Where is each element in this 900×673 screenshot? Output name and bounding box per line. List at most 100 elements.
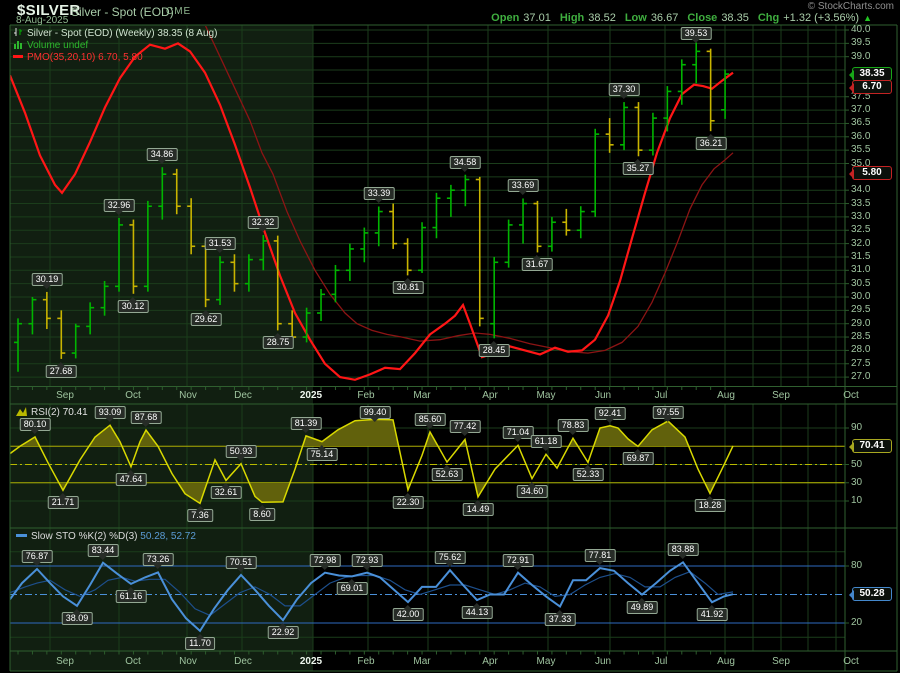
price-label-28.45: 28.45 [478,341,510,357]
month-label-2025: 2025 [299,390,323,401]
y-axis-label: 40.0 [851,24,871,35]
quote-row: Open 37.01 High 38.52 Low 36.67 Close 38.35 Chg +… [482,12,872,24]
rsi-axis-label: 30 [851,477,863,488]
rsi-legend-value: 70.41 [62,407,88,418]
month-label-bottom-nov: Nov [179,656,197,667]
price-label-34.86: 34.86 [146,148,178,164]
month-label-bottom-2025: 2025 [299,656,323,667]
rsi-label-52.63: 52.63 [431,465,463,481]
month-label-bottom-oct: Oct [125,656,141,667]
price-label-31.67: 31.67 [521,255,553,271]
chart-date: 8-Aug-2025 [16,15,69,26]
sto-label-42.00: 42.00 [392,605,424,621]
rsi-label-99.40: 99.40 [359,406,391,422]
rsi-label-85.60: 85.60 [414,413,446,429]
month-label-bottom-sep: Sep [56,656,74,667]
rsi-label-32.61: 32.61 [210,483,242,499]
rsi-label-50.93: 50.93 [225,445,257,461]
sto-label-69.01: 69.01 [336,579,368,595]
month-label-bottom-mar: Mar [413,656,431,667]
rsi-label-69.87: 69.87 [622,449,654,465]
sto-label-75.62: 75.62 [434,551,466,567]
sto-label-76.87: 76.87 [21,550,53,566]
price-label-35.27: 35.27 [622,159,654,175]
sto-label-73.26: 73.26 [142,553,174,569]
axis-badge-70.41: 70.41 [849,439,892,453]
sto-legend-value: 50.28, 52.72 [140,531,196,542]
price-label-39.53: 39.53 [680,27,712,43]
price-label-34.58: 34.58 [449,156,481,172]
quote-high-value: 38.52 [588,12,616,24]
quote-open-value: 37.01 [523,12,551,24]
y-axis-label: 33.0 [851,211,871,222]
price-label-32.32: 32.32 [247,216,279,232]
rsi-axis-label: 90 [851,422,863,433]
rsi-label-22.30: 22.30 [392,493,424,509]
month-label-oct: Oct [843,390,859,401]
symbol-ticker: $SILVER [17,2,81,19]
sto-label-72.93: 72.93 [351,554,383,570]
y-axis-label: 28.5 [851,331,871,342]
rsi-label-97.55: 97.55 [652,406,684,422]
y-axis-label: 32.5 [851,224,871,235]
sto-label-41.92: 41.92 [696,605,728,621]
y-axis-label: 35.5 [851,144,871,155]
month-label-oct: Oct [125,390,141,401]
month-label-may: May [536,390,556,401]
month-label-nov: Nov [179,390,197,401]
month-label-bottom-may: May [536,656,556,667]
month-label-jun: Jun [594,390,612,401]
quote-high-label: High [559,12,585,24]
sto-label-61.16: 61.16 [115,587,147,603]
sto-label-11.70: 11.70 [185,634,215,650]
rsi-legend-row: RSI(2) 70.41 [16,407,88,419]
y-axis-label: 31.5 [851,251,871,262]
month-label-dec: Dec [234,390,252,401]
sto-label-72.98: 72.98 [309,554,341,570]
price-label-31.53: 31.53 [204,237,236,253]
pmo-line-icon [13,51,23,64]
rsi-label-75.14: 75.14 [306,445,338,461]
rsi-label-92.41: 92.41 [594,407,626,423]
month-label-bottom-jun: Jun [594,656,612,667]
sto-label-70.51: 70.51 [225,556,257,572]
price-label-30.81: 30.81 [392,278,424,294]
month-label-sep: Sep [56,390,74,401]
y-axis-label: 37.0 [851,104,871,115]
legend-pmo-row: PMO(35,20,10) 6.70, 5.80 [13,51,143,64]
price-label-37.30: 37.30 [608,83,640,99]
month-label-feb: Feb [357,390,375,401]
month-label-bottom-sep: Sep [772,656,790,667]
rsi-label-21.71: 21.71 [47,493,79,509]
sto-label-38.09: 38.09 [61,609,93,625]
rsi-label-78.83: 78.83 [557,419,589,435]
rsi-label-47.64: 47.64 [115,470,147,486]
rsi-label-77.42: 77.42 [449,420,481,436]
legend-volume-text: Volume undef [27,40,89,51]
price-label-36.21: 36.21 [695,134,727,150]
rsi-label-71.04: 71.04 [502,426,534,442]
quote-close-label: Close [687,12,718,24]
price-label-32.96: 32.96 [103,199,135,215]
price-label-33.39: 33.39 [363,187,395,203]
rsi-axis-label: 10 [851,495,863,506]
sto-axis-label: 80 [851,560,863,571]
y-axis-label: 29.0 [851,318,871,329]
y-axis-label: 36.5 [851,117,871,128]
sto-legend-row: Slow STO %K(2) %D(3) 50.28, 52.72 [16,531,196,543]
axis-badge-50.28: 50.28 [849,587,892,601]
price-label-33.69: 33.69 [507,179,539,195]
quote-close-value: 38.35 [721,12,749,24]
y-axis-label: 35.0 [851,158,871,169]
sto-label-49.89: 49.89 [626,598,658,614]
sto-axis-label: 20 [851,617,863,628]
month-label-bottom-oct: Oct [843,656,859,667]
month-label-bottom-aug: Aug [717,656,735,667]
rsi-label-14.49: 14.49 [462,500,494,516]
axis-badge-6.70: 6.70 [849,80,892,94]
y-axis-label: 32.0 [851,238,871,249]
y-axis-label: 29.5 [851,304,871,315]
month-label-bottom-apr: Apr [482,656,498,667]
